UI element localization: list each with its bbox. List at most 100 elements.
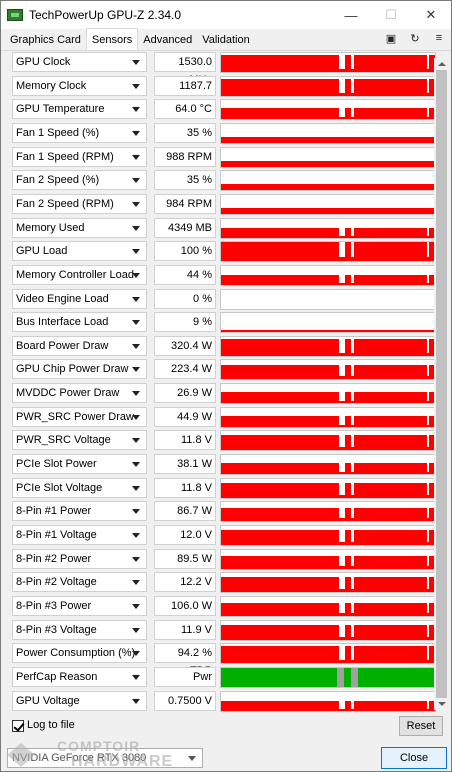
sensor-name-dropdown[interactable]: 8-Pin #3 Power	[12, 596, 147, 616]
sensor-graph-svg	[221, 242, 435, 261]
refresh-icon[interactable]: ↻	[410, 33, 420, 45]
sensor-name: Video Engine Load	[16, 293, 109, 305]
graph-dip	[339, 603, 342, 613]
menu-icon[interactable]: ≡	[435, 32, 443, 44]
tab-graphics-card[interactable]: Graphics Card	[10, 34, 81, 46]
sensor-row: GPU Voltage 0.7500 V	[9, 691, 436, 712]
sensor-name-dropdown[interactable]: Board Power Draw	[12, 336, 147, 356]
sensor-name: Fan 1 Speed (RPM)	[16, 151, 114, 163]
scroll-down-arrow-icon[interactable]	[434, 698, 449, 710]
sensor-name-dropdown[interactable]: GPU Chip Power Draw	[12, 359, 147, 379]
sensor-name: MVDDC Power Draw	[16, 387, 120, 399]
graph-fill	[221, 339, 435, 356]
sensor-name-dropdown[interactable]: PCIe Slot Voltage	[12, 478, 147, 498]
sensor-name: Power Consumption (%)	[16, 647, 136, 659]
maximize-button[interactable]: ☐	[385, 7, 397, 22]
sensor-list: GPU Clock 1530.0 MHz Memory Clock 1187.7 MH…	[9, 52, 436, 712]
sensor-name-dropdown[interactable]: Bus Interface Load	[12, 312, 147, 332]
sensor-graph	[220, 525, 436, 546]
graph-fill	[221, 242, 435, 261]
chevron-down-icon	[132, 155, 140, 160]
sensor-row: 8-Pin #2 Power 89.5 W	[9, 549, 436, 570]
sensor-name: Memory Used	[16, 222, 85, 234]
chevron-down-icon	[132, 226, 140, 231]
camera-icon[interactable]: ▣	[385, 33, 397, 45]
graph-gap	[337, 668, 344, 687]
sensor-name-dropdown[interactable]: PCIe Slot Power	[12, 454, 147, 474]
sensor-value: 988 RPM	[154, 147, 216, 167]
graph-dip	[339, 646, 342, 660]
title-bar: TechPowerUp GPU-Z 2.34.0 — ☐ ✕	[1, 1, 451, 29]
sensor-row: Fan 2 Speed (RPM) 984 RPM	[9, 194, 436, 215]
sensor-name: GPU Temperature	[16, 103, 105, 115]
sensor-name-dropdown[interactable]: Power Consumption (%)	[12, 643, 147, 663]
sensor-name-dropdown[interactable]: GPU Load	[12, 241, 147, 261]
sensor-name-dropdown[interactable]: Fan 2 Speed (RPM)	[12, 194, 147, 214]
sensor-value: 1187.7 MHz	[154, 76, 216, 110]
sensor-name-dropdown[interactable]: 8-Pin #1 Voltage	[12, 525, 147, 545]
gpu-select-dropdown[interactable]: NVIDIA GeForce RTX 3080	[7, 748, 203, 768]
sensor-graph	[220, 170, 436, 191]
graph-dip	[351, 108, 354, 117]
graph-dip	[351, 242, 354, 257]
sensor-graph-svg	[221, 603, 435, 616]
sensor-name-dropdown[interactable]: Memory Clock	[12, 76, 147, 96]
graph-fill	[221, 556, 435, 569]
sensor-name-dropdown[interactable]: Fan 1 Speed (RPM)	[12, 147, 147, 167]
scroll-up-arrow-icon[interactable]	[434, 58, 449, 70]
sensor-value: 106.0 W	[154, 596, 216, 616]
sensor-graph-svg	[221, 577, 435, 592]
sensor-name-dropdown[interactable]: 8-Pin #1 Power	[12, 501, 147, 521]
sensor-row: Memory Used 4349 MB	[9, 218, 436, 239]
graph-dip	[339, 508, 342, 518]
chevron-down-icon	[132, 415, 140, 420]
sensor-name-dropdown[interactable]: Video Engine Load	[12, 289, 147, 309]
sensor-name-dropdown[interactable]: GPU Temperature	[12, 99, 147, 119]
reset-button[interactable]: Reset	[399, 716, 443, 736]
graph-dip	[351, 228, 354, 236]
graph-dip	[351, 365, 354, 376]
sensor-name-dropdown[interactable]: Fan 2 Speed (%)	[12, 170, 147, 190]
sensor-graph	[220, 147, 436, 168]
log-to-file-label[interactable]: Log to file	[27, 719, 75, 731]
log-to-file-checkbox[interactable]	[12, 720, 24, 732]
graph-dip	[339, 228, 342, 236]
graph-dip	[339, 275, 342, 283]
graph-dip	[342, 483, 345, 495]
sensor-name-dropdown[interactable]: 8-Pin #2 Voltage	[12, 572, 147, 592]
scroll-thumb[interactable]	[436, 70, 447, 698]
sensor-name-dropdown[interactable]: Fan 1 Speed (%)	[12, 123, 147, 143]
sensor-name: Fan 1 Speed (%)	[16, 127, 100, 139]
sensor-name-dropdown[interactable]: Memory Controller Load	[12, 265, 147, 285]
sensor-name-dropdown[interactable]: GPU Clock	[12, 52, 147, 72]
close-button[interactable]: Close	[381, 747, 447, 769]
sensor-name-dropdown[interactable]: PerfCap Reason	[12, 667, 147, 687]
sensor-name-dropdown[interactable]: Memory Used	[12, 218, 147, 238]
graph-dip	[339, 55, 342, 69]
tab-sensors[interactable]: Sensors	[85, 28, 139, 50]
graph-dip	[339, 577, 342, 589]
graph-dip	[339, 79, 342, 93]
sensor-row: Bus Interface Load 9 %	[9, 312, 436, 333]
graph-dip	[427, 416, 429, 425]
graph-fill	[221, 208, 435, 214]
sensor-row: Fan 1 Speed (RPM) 988 RPM	[9, 147, 436, 168]
sensor-name-dropdown[interactable]: 8-Pin #2 Power	[12, 549, 147, 569]
graph-dip	[427, 55, 429, 69]
sensor-value: 44.9 W	[154, 407, 216, 427]
sensor-value: Pwr	[154, 667, 216, 687]
tab-advanced[interactable]: Advanced	[143, 34, 193, 46]
sensor-name-dropdown[interactable]: GPU Voltage	[12, 691, 147, 711]
sensor-name-dropdown[interactable]: 8-Pin #3 Voltage	[12, 620, 147, 640]
tab-validation[interactable]: Validation	[202, 34, 250, 46]
graph-dip	[339, 108, 342, 117]
sensor-name-dropdown[interactable]: PWR_SRC Power Draw	[12, 407, 147, 427]
vertical-scrollbar[interactable]	[434, 58, 449, 710]
close-window-button[interactable]: ✕	[425, 7, 437, 22]
sensor-value: 86.7 W	[154, 501, 216, 521]
sensor-name-dropdown[interactable]: PWR_SRC Voltage	[12, 430, 147, 450]
sensor-name-dropdown[interactable]: MVDDC Power Draw	[12, 383, 147, 403]
sensor-graph	[220, 359, 436, 380]
sensor-row: 8-Pin #1 Voltage 12.0 V	[9, 525, 436, 546]
minimize-button[interactable]: —	[344, 7, 358, 23]
